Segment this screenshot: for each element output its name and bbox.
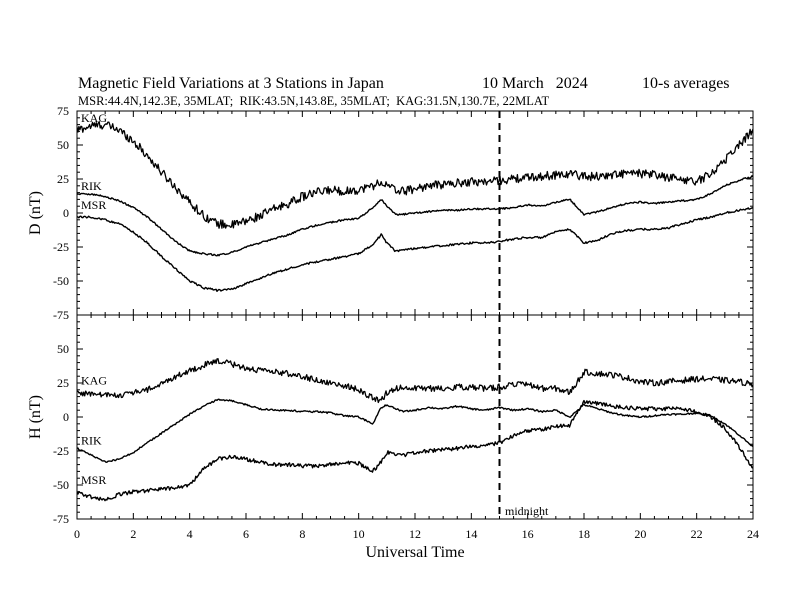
y-tick-label: -75 [53,512,69,526]
x-tick-label: 0 [74,527,80,541]
x-tick-label: 20 [634,527,646,541]
x-tick-label: 24 [747,527,759,541]
x-tick-label: 18 [578,527,590,541]
x-tick-label: 16 [522,527,534,541]
chart-subtitle: MSR:44.4N,142.3E, 35MLAT; RIK:43.5N,143.… [78,94,550,108]
x-tick-label: 2 [130,527,136,541]
y-tick-label: 75 [57,104,69,118]
y-tick-label: 50 [57,342,69,356]
series-line-kag [77,358,753,404]
series-line-rik [77,175,753,257]
y-tick-label: 0 [63,206,69,220]
x-tick-label: 6 [243,527,249,541]
y-axis-title: D (nT) [27,191,44,235]
x-tick-label: 4 [187,527,193,541]
station-label-rik: RIK [81,179,102,193]
station-label-rik: RIK [81,433,102,447]
station-label-msr: MSR [81,473,106,487]
x-axis-title: Universal Time [365,544,464,561]
x-tick-label: 8 [299,527,305,541]
x-tick-label: 14 [465,527,477,541]
d-component-panel: 75 50 25 0 -25 -50 -75 D (nT) KAG RIK MSR [27,104,754,322]
series-line-msr [77,399,753,502]
series-line-rik [77,398,753,463]
y-tick-label: -25 [53,240,69,254]
x-tick-label: 12 [409,527,421,541]
y-tick-label: -75 [53,308,69,322]
y-tick-label: 25 [57,376,69,390]
x-tick-label: 22 [691,527,703,541]
chart-averaging: 10-s averages [642,75,730,92]
y-tick-label: -25 [53,444,69,458]
midnight-label: midnight [505,504,549,518]
station-label-kag: KAG [81,111,107,125]
series-line-msr [77,207,753,292]
y-tick-label: 50 [57,138,69,152]
station-label-kag: KAG [81,374,107,388]
series-line-kag [77,121,753,229]
y-tick-label: -50 [53,478,69,492]
y-tick-label: 0 [63,410,69,424]
y-tick-label: 25 [57,172,69,186]
station-label-msr: MSR [81,198,106,212]
x-tick-label: 10 [353,527,365,541]
chart-date: 10 March 2024 [482,75,588,92]
y-axis-title: H (nT) [27,395,44,439]
chart-title: Magnetic Field Variations at 3 Stations … [78,75,384,92]
y-tick-label: -50 [53,274,69,288]
